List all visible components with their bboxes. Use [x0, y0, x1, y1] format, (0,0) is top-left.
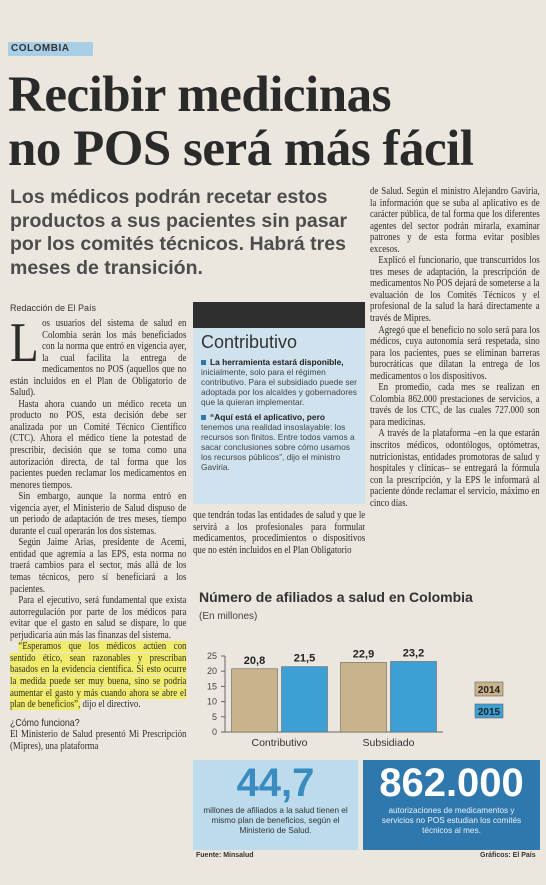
paragraph-text: os usuarios del sistema de salud en Colo… [10, 318, 187, 399]
column-text: de Salud. Según el ministro Alejandro Ga… [370, 186, 540, 509]
sidebar-item: “Aquí está el aplicativo, pero tenemos un… [193, 410, 365, 475]
paragraph: Explicó el funcionario, que transcurrido… [370, 255, 540, 325]
item-lead: “Aquí está el aplicativo, pero [201, 412, 325, 422]
chart-title: Número de afiliados a salud en Colombia [199, 589, 473, 605]
paragraph: Según Jaime Arias, presidente de Acemi, … [10, 537, 187, 595]
stat-box: 862.000 autorizaciones de medicamentos y… [363, 760, 540, 850]
item-text: inicialmente, solo para el régimen contr… [201, 367, 357, 407]
byline: Redacción de El País [10, 303, 97, 313]
paragraph-text: dijo el directivo. [80, 699, 141, 711]
paragraph: En promedio, cada mes se realizan en Col… [370, 382, 540, 428]
item-text: tenemos una realidad insoslayable: los r… [201, 422, 355, 472]
deck: Los médicos podrán recetar estos product… [10, 186, 348, 279]
paragraph: Agregó que el beneficio no solo será par… [370, 324, 540, 382]
sidebar-box: Contributivo La herramienta estará dispo… [193, 302, 365, 504]
legend-swatch [474, 681, 504, 697]
paragraph: A través de la plataforma –en la que est… [370, 428, 540, 509]
y-tick-label: 0 [212, 727, 217, 737]
paragraph: El Ministerio de Salud presentó Mi Presc… [10, 729, 187, 752]
credit: Gráficos: El País [480, 852, 536, 859]
y-tick-label: 15 [207, 681, 217, 691]
paragraph: de Salud. Según el ministro Alejandro Ga… [370, 186, 540, 255]
section-label: COLOMBIA [8, 42, 93, 56]
headline-line: Recibir medicinas [8, 67, 391, 123]
stat-value: 862.000 [379, 761, 524, 805]
paragraphs: Hasta ahora cuando un médico receta un p… [10, 399, 186, 641]
stat-box: 44,7 millones de afiliados a la salud ti… [193, 760, 358, 850]
paragraph: Para el ejecutivo, será fundamental que … [10, 595, 187, 641]
bar [390, 661, 437, 733]
x-tick-label: Contributivo [251, 737, 307, 749]
bar [340, 662, 387, 733]
headline-line: no POS será más fácil [8, 121, 474, 177]
value-label: 23,2 [403, 647, 424, 659]
y-tick-label: 20 [207, 666, 217, 676]
y-tick-label: 5 [212, 712, 217, 722]
stat-caption: autorizaciones de medicamentos y servici… [381, 806, 522, 835]
y-tick-label: 25 [207, 651, 217, 661]
stat-caption: millones de afiliados a la salud tienen … [203, 806, 348, 835]
paragraph: Sin embargo, aunque la norma entró en vi… [10, 491, 187, 537]
x-tick-label: Subsidiado [363, 737, 415, 749]
column-text: que tendrán todas las entidades de salud… [193, 510, 365, 556]
center-column: que tendrán todas las entidades de salud… [193, 510, 365, 580]
dropcap: L [10, 318, 39, 374]
sidebar-items: La herramienta estará disponible, inicial… [193, 355, 365, 475]
sidebar-bar [193, 302, 365, 328]
value-label: 20,8 [244, 655, 265, 667]
legend-swatch [474, 703, 504, 719]
value-label: 22,9 [353, 648, 374, 660]
source: Fuente: Minsalud [196, 852, 254, 859]
legend-label: 2014 [478, 685, 501, 696]
legend-label: 2015 [478, 707, 501, 718]
chart: Número de afiliados a salud en Colombia … [199, 589, 504, 749]
bar [231, 668, 278, 733]
value-label: 21,5 [294, 653, 315, 665]
bar [281, 666, 328, 733]
stat-value: 44,7 [236, 761, 315, 805]
chart-subtitle: (En millones) [199, 611, 257, 622]
paragraph: Hasta ahora cuando un médico receta un p… [10, 398, 187, 491]
y-tick-label: 10 [207, 697, 217, 707]
sidebar-item: La herramienta estará disponible, inicial… [193, 355, 365, 410]
quote-paragraph: “Esperamos que los médicos actúen con se… [10, 641, 186, 711]
headline: Recibir medicinas no POS será más fácil [8, 68, 544, 176]
paragraph: que tendrán todas las entidades de salud… [193, 510, 365, 556]
right-column: de Salud. Según el ministro Alejandro Ga… [370, 186, 540, 580]
item-lead: La herramienta estará disponible, [201, 357, 344, 367]
sidebar-title: Contributivo [201, 332, 298, 352]
subhead: ¿Cómo funciona? [10, 716, 80, 729]
